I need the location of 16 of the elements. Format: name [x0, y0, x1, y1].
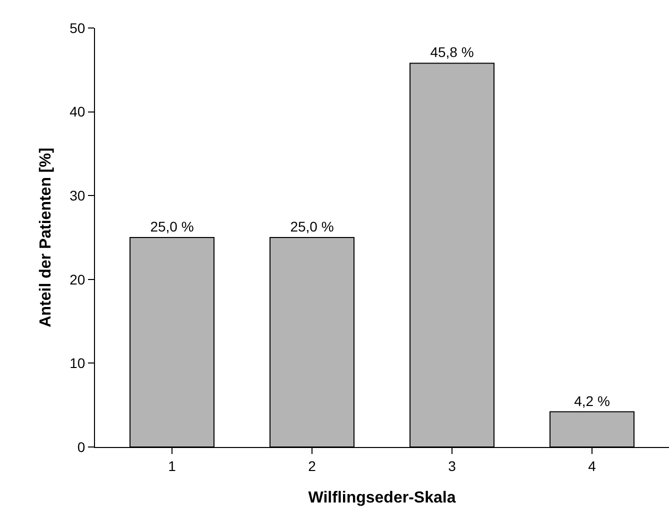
y-tick-label: 20	[70, 271, 86, 288]
x-tick-label: 3	[448, 458, 456, 474]
y-tick-label: 10	[70, 355, 86, 372]
x-tick-label: 1	[168, 458, 176, 474]
y-axis-title: Anteil der Patienten [%]	[38, 148, 55, 328]
data-label: 45,8 %	[430, 44, 474, 60]
x-tick-label: 2	[308, 458, 316, 474]
x-tick-label: 4	[588, 458, 596, 474]
y-tick-label: 30	[70, 188, 86, 204]
data-label: 4,2 %	[574, 392, 610, 409]
y-tick-label: 0	[77, 438, 86, 455]
y-tick-label: 50	[70, 20, 86, 36]
data-label: 25,0 %	[150, 218, 194, 234]
y-tick-label: 40	[70, 104, 86, 120]
data-label: 25,0 %	[290, 218, 334, 234]
x-axis-title: Wilflingseder-Skala	[308, 490, 456, 506]
